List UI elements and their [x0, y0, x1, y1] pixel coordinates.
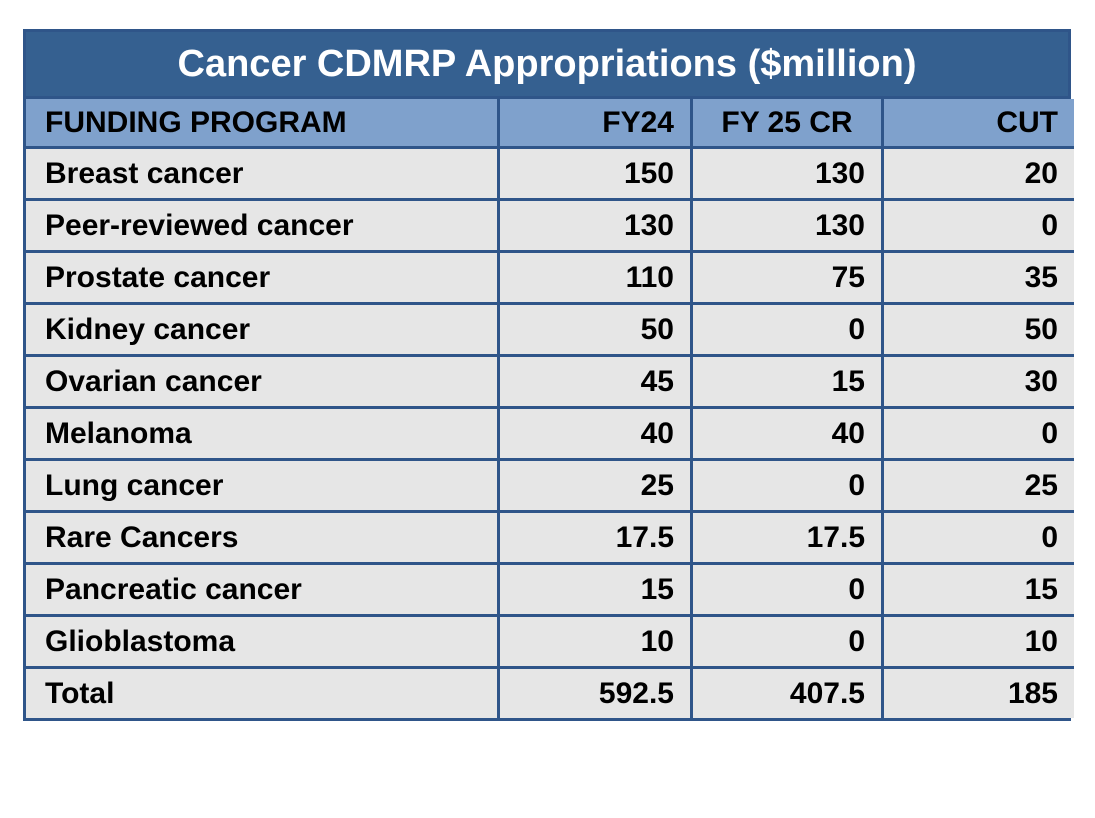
cell-fy25-cr: 75 [690, 250, 884, 305]
table-title: Cancer CDMRP Appropriations ($million) [26, 32, 1068, 99]
cell-fy24: 15 [497, 562, 693, 617]
cell-fy25-cr: 0 [690, 302, 884, 357]
total-row: Total 592.5 407.5 185 [26, 666, 1074, 718]
table-row: Kidney cancer 50 0 50 [26, 302, 1074, 357]
cell-cut: 35 [881, 250, 1074, 305]
data-table: FUNDING PROGRAM FY24 FY 25 CR CUT Breast… [26, 99, 1074, 718]
cell-cut: 185 [881, 666, 1074, 718]
cell-cut: 15 [881, 562, 1074, 617]
cell-program: Melanoma [26, 406, 500, 461]
table-row: Pancreatic cancer 15 0 15 [26, 562, 1074, 617]
header-fy24: FY24 [497, 99, 693, 149]
cell-cut: 0 [881, 198, 1074, 253]
cell-fy24: 110 [497, 250, 693, 305]
cell-program: Rare Cancers [26, 510, 500, 565]
table-row: Melanoma 40 40 0 [26, 406, 1074, 461]
table-row: Rare Cancers 17.5 17.5 0 [26, 510, 1074, 565]
cell-program: Kidney cancer [26, 302, 500, 357]
cell-program: Prostate cancer [26, 250, 500, 305]
cell-fy24: 150 [497, 146, 693, 201]
cell-program: Pancreatic cancer [26, 562, 500, 617]
table-row: Peer-reviewed cancer 130 130 0 [26, 198, 1074, 253]
cell-cut: 20 [881, 146, 1074, 201]
cell-fy25-cr: 130 [690, 198, 884, 253]
cell-fy24: 130 [497, 198, 693, 253]
cell-fy25-cr: 0 [690, 614, 884, 669]
table-row: Breast cancer 150 130 20 [26, 146, 1074, 201]
appropriations-table: Cancer CDMRP Appropriations ($million) F… [23, 29, 1074, 721]
header-funding-program: FUNDING PROGRAM [26, 99, 500, 149]
cell-program: Glioblastoma [26, 614, 500, 669]
cell-fy24: 17.5 [497, 510, 693, 565]
cell-cut: 30 [881, 354, 1074, 409]
cell-fy25-cr: 130 [690, 146, 884, 201]
cell-fy25-cr: 17.5 [690, 510, 884, 565]
cell-cut: 50 [881, 302, 1074, 357]
cell-cut: 0 [881, 510, 1074, 565]
cell-fy24: 50 [497, 302, 693, 357]
table-row: Glioblastoma 10 0 10 [26, 614, 1074, 669]
cell-fy25-cr: 40 [690, 406, 884, 461]
cell-program: Lung cancer [26, 458, 500, 513]
cell-fy24: 10 [497, 614, 693, 669]
cell-cut: 25 [881, 458, 1074, 513]
table-row: Lung cancer 25 0 25 [26, 458, 1074, 513]
cell-program: Total [26, 666, 500, 718]
cell-program: Peer-reviewed cancer [26, 198, 500, 253]
cell-fy25-cr: 0 [690, 562, 884, 617]
cell-fy24: 45 [497, 354, 693, 409]
header-row: FUNDING PROGRAM FY24 FY 25 CR CUT [26, 99, 1074, 149]
cell-fy24: 40 [497, 406, 693, 461]
cell-cut: 0 [881, 406, 1074, 461]
cell-program: Breast cancer [26, 146, 500, 201]
cell-fy25-cr: 407.5 [690, 666, 884, 718]
cell-cut: 10 [881, 614, 1074, 669]
cell-fy24: 592.5 [497, 666, 693, 718]
header-cut: CUT [881, 99, 1074, 149]
header-fy25-cr: FY 25 CR [690, 99, 884, 149]
table-row: Prostate cancer 110 75 35 [26, 250, 1074, 305]
cell-fy24: 25 [497, 458, 693, 513]
cell-fy25-cr: 15 [690, 354, 884, 409]
cell-fy25-cr: 0 [690, 458, 884, 513]
table-row: Ovarian cancer 45 15 30 [26, 354, 1074, 409]
cell-program: Ovarian cancer [26, 354, 500, 409]
